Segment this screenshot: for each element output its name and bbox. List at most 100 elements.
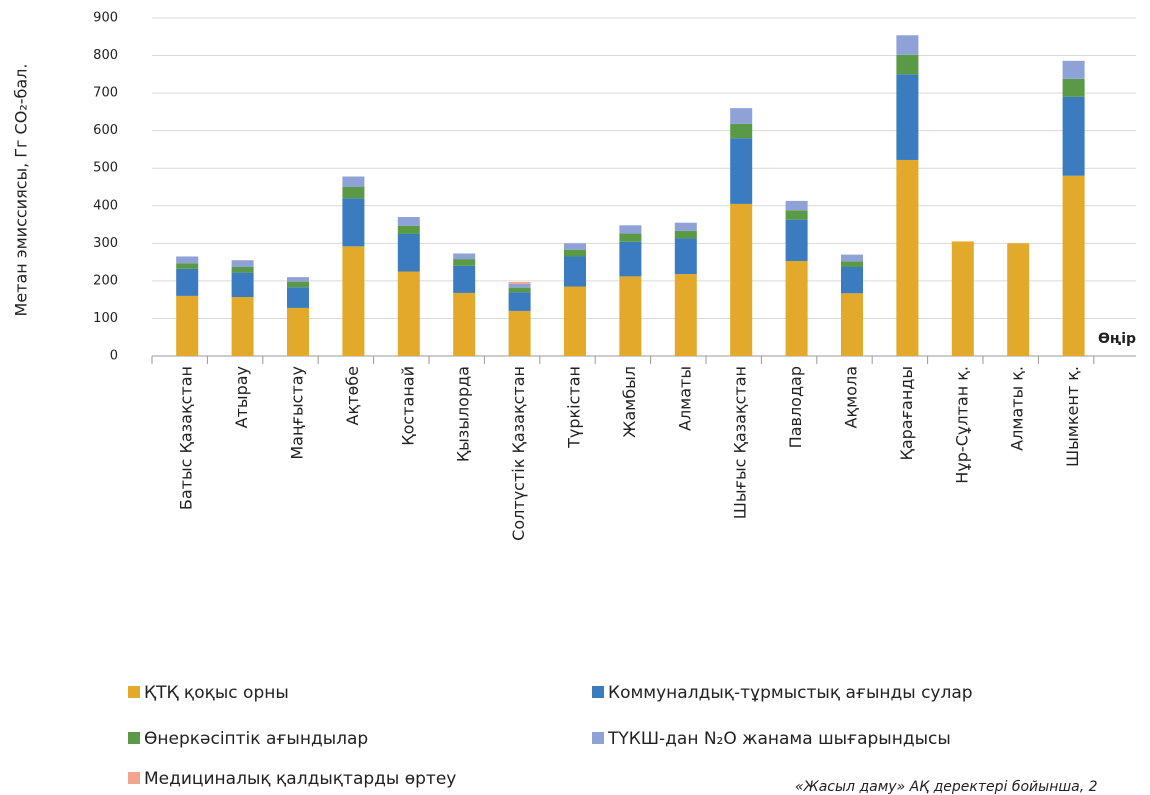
bar-segment xyxy=(508,292,531,311)
y-tick-label: 500 xyxy=(93,161,118,176)
bar-segment xyxy=(342,198,365,247)
bar-segment xyxy=(287,307,309,356)
bar-segment xyxy=(896,54,919,75)
legend-label: Коммуналдық-тұрмыстық ағынды сулар xyxy=(608,683,973,703)
x-tick-label: Алматы xyxy=(675,366,694,431)
bar-segment xyxy=(508,283,531,288)
bar-segment xyxy=(619,241,642,277)
bar-segment xyxy=(785,210,808,220)
bar-segment xyxy=(619,233,642,242)
bar-segment xyxy=(674,230,697,239)
bar-segment xyxy=(896,74,919,160)
bar-segment xyxy=(841,293,863,356)
legend-swatch xyxy=(592,732,604,744)
x-tick-label: Ақтөбе xyxy=(343,366,362,425)
bar-segment xyxy=(508,282,531,284)
x-tick-label: Түркістан xyxy=(565,366,584,449)
y-tick-label: 700 xyxy=(93,86,118,101)
bar-segment xyxy=(342,187,365,199)
bar-segment xyxy=(397,217,420,226)
bar-segment xyxy=(453,259,476,266)
x-tick-label: Шығыс Қазақстан xyxy=(731,366,750,519)
bar-segment xyxy=(231,297,254,356)
bar-segment xyxy=(1062,78,1085,97)
y-tick-label: 300 xyxy=(93,236,118,251)
x-tick-label: Атырау xyxy=(232,366,251,428)
bar-segment xyxy=(1062,175,1085,356)
legend-swatch xyxy=(592,686,604,698)
bar-segment xyxy=(342,246,365,356)
bar-segment xyxy=(841,261,863,267)
bar-segment xyxy=(176,256,199,264)
bar-segment xyxy=(397,233,420,272)
y-tick-label: 800 xyxy=(93,48,118,63)
bar-segment xyxy=(785,260,808,356)
bar-segment xyxy=(287,277,309,282)
bar-segment xyxy=(342,176,365,187)
bar-segment xyxy=(508,287,531,293)
bar-segment xyxy=(453,253,476,260)
bar-segment xyxy=(231,266,254,273)
bar-segment xyxy=(619,225,642,234)
x-tick-label: Маңғыстау xyxy=(288,366,307,460)
bar-segment xyxy=(674,274,697,356)
bar-segment xyxy=(841,266,863,294)
bar-segment xyxy=(453,292,476,356)
bar-segment xyxy=(674,238,697,275)
legend-swatch xyxy=(128,732,140,744)
bar-segment xyxy=(176,263,199,269)
bar-segment xyxy=(287,287,309,308)
bar-segment xyxy=(231,260,254,267)
bar-segment xyxy=(730,203,753,356)
bar-segment xyxy=(1062,96,1085,176)
bar-segment xyxy=(564,243,586,250)
bar-segment xyxy=(176,295,199,356)
bar-segment xyxy=(674,222,697,231)
bar-segment xyxy=(951,241,974,356)
bar-segment xyxy=(896,35,919,55)
legend-label: Медициналық қалдықтарды өртеу xyxy=(144,769,456,789)
bar-segment xyxy=(231,272,254,298)
bar-segment xyxy=(730,123,753,139)
y-tick-label: 100 xyxy=(93,311,118,326)
x-tick-label: Қызылорда xyxy=(454,366,473,462)
legend-swatch xyxy=(128,772,140,784)
bar-segment xyxy=(785,219,808,261)
x-tick-label: Қарағанды xyxy=(897,366,916,461)
bar-segment xyxy=(287,281,309,288)
legend-swatch xyxy=(128,686,140,698)
bar-segment xyxy=(785,200,808,211)
x-tick-label: Батыс Қазақстан xyxy=(177,366,196,510)
x-tick-label: Шымкент қ. xyxy=(1063,366,1082,467)
bar-segment xyxy=(730,108,753,124)
bar-segment xyxy=(508,310,531,356)
bar-segment xyxy=(619,276,642,356)
x-tick-label: Алматы қ. xyxy=(1008,366,1027,451)
y-tick-label: 900 xyxy=(93,11,118,26)
x-tick-label: Солтүстік Қазақстан xyxy=(509,366,528,541)
bar-segment xyxy=(564,249,586,257)
bar-segment xyxy=(564,256,586,287)
bar-segment xyxy=(896,159,919,356)
bar-segment xyxy=(1007,243,1030,356)
legend-label: Өнеркәсіптік ағындылар xyxy=(144,729,368,749)
legend-label: ТҮКШ-дан N₂O жанама шығарындысы xyxy=(607,729,951,749)
bar-segment xyxy=(397,271,420,356)
bar-segment xyxy=(564,286,586,356)
bar-segment xyxy=(397,225,420,234)
x-tick-label: Ақмола xyxy=(842,366,861,429)
y-tick-label: 600 xyxy=(93,123,118,138)
bar-segment xyxy=(730,138,753,204)
bar-segment xyxy=(453,265,476,293)
bar-segment xyxy=(1062,60,1085,79)
x-axis-label: Өңір xyxy=(1098,331,1136,347)
y-tick-label: 400 xyxy=(93,198,118,213)
x-tick-label: Қостанай xyxy=(398,366,417,446)
x-tick-label: Павлодар xyxy=(786,366,805,448)
legend-label: ҚТҚ қоқыс орны xyxy=(144,683,289,703)
y-tick-label: 200 xyxy=(93,273,118,288)
y-tick-label: 0 xyxy=(110,349,118,364)
bar-segment xyxy=(841,254,863,262)
x-tick-label: Нұр-Сұлтан қ. xyxy=(952,366,971,484)
